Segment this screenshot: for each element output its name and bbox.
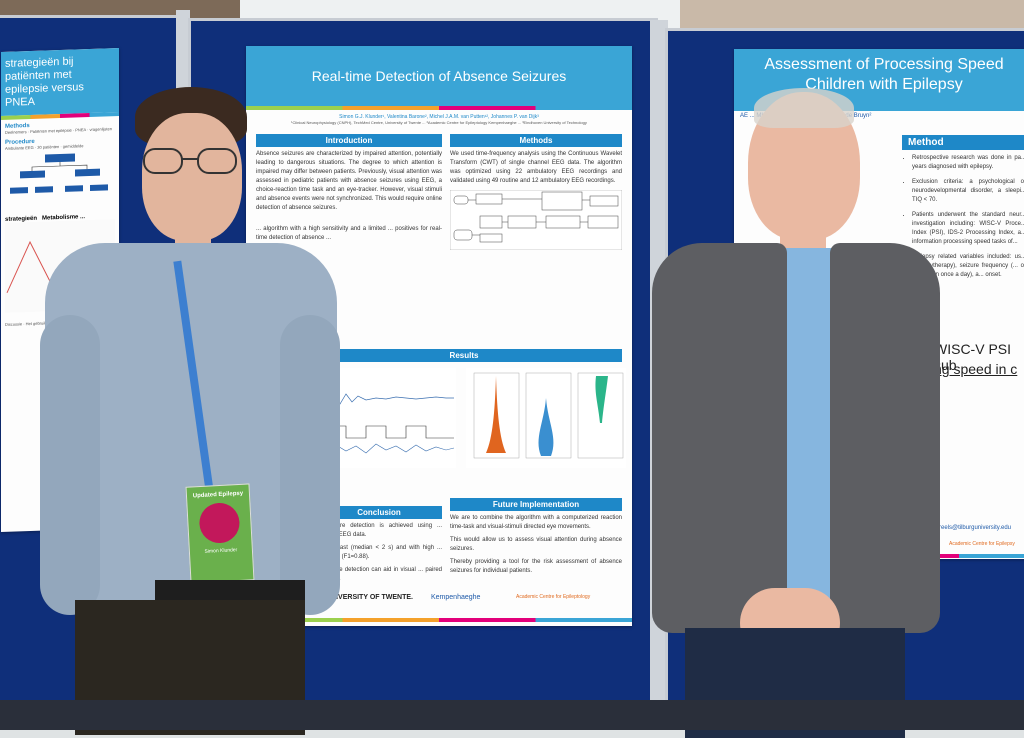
badge-event: Updated Epilepsy (192, 490, 244, 500)
logo-acc-epileptology: Academic Centre for Epileptology (516, 594, 591, 600)
results-header: Results (306, 349, 622, 362)
future-item: We are to combine the algorithm with a c… (450, 515, 622, 530)
results-violin-plots (466, 368, 626, 468)
poster-right-big-2: ng speed in c (934, 361, 1018, 377)
method-bullet: Retrospective research was done in pa...… (912, 154, 1024, 172)
introduction-text: Absence seizures are characterized by im… (256, 151, 442, 211)
methods-header: Methods (450, 134, 622, 147)
logo-twente: UNIVERSITY OF TWENTE. (326, 594, 413, 601)
person-left-arm (40, 315, 100, 615)
methods-text: We used time-frequency analysis using th… (450, 151, 622, 184)
conclusion-item: ... seizure detection is achieved using … (316, 523, 442, 538)
logo-kempenhaeghe: Kempenhaeghe (431, 594, 481, 601)
person-right-jacket-right (830, 243, 940, 633)
person-right (650, 88, 940, 738)
method-bullet: Patients underwent the standard neur... … (912, 211, 1024, 247)
person-left-arm (280, 315, 340, 615)
floor (0, 700, 1024, 730)
conclusion-item: ... cted fast (median < 2 s) and with hi… (316, 545, 442, 560)
poster-center-authors: Simon G.J. Klunder¹, Valentina Barone², … (339, 114, 539, 120)
badge-name: Simon Klunder (204, 547, 238, 555)
name-badge: Updated Epilepsy Simon Klunder (185, 483, 255, 584)
poster-right-title-2: Children with Epilepsy (805, 76, 963, 93)
future-header: Future Implementation (450, 498, 622, 511)
belt (155, 580, 305, 602)
poster-left-flowchart (10, 153, 108, 194)
future-item: This would allow us to assess visual att… (450, 537, 622, 552)
poster-right-email: ...reels@tilburguniversity.edu (934, 525, 1012, 531)
person-left-face (142, 113, 242, 241)
poster-right-method-header: Method (902, 135, 1024, 150)
methods-flowchart (449, 189, 623, 251)
person-left: Updated Epilepsy Simon Klunder (40, 85, 340, 735)
badge-graphic (198, 501, 241, 545)
method-bullet: Exclusion criteria: a psychological or n… (912, 178, 1024, 205)
introduction-header: Introduction (256, 134, 442, 147)
poster-right-title-1: Assessment of Processing Speed (764, 56, 1004, 73)
glasses-icon (143, 148, 237, 174)
method-bullet: Epilepsy related variables included: us.… (912, 253, 1024, 280)
poster-right-logo: Academic Centre for Epilepsy (949, 541, 1015, 547)
conclusion-header: Conclusion (316, 506, 442, 519)
introduction-text-2: ... algorithm with a high sensitivity an… (256, 226, 442, 241)
poster-center-title: Real-time Detection of Absence Seizures (246, 46, 632, 106)
future-item: Thereby providing a tool for the risk as… (450, 559, 622, 574)
person-right-hair (754, 88, 854, 128)
person-right-jacket-left (652, 243, 787, 633)
